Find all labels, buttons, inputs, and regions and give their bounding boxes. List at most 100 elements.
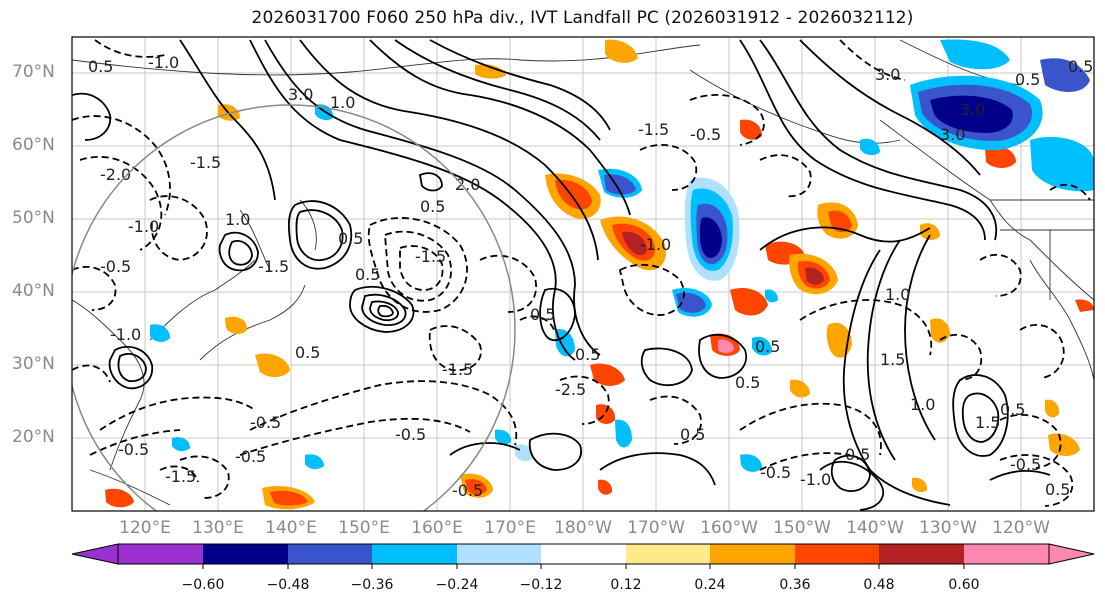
lat-label-50n: 50°N — [12, 208, 55, 228]
contour-label: 3.0 — [875, 65, 900, 84]
colorbar-tick-label: 0.12 — [610, 577, 642, 593]
contour-label: -0.5 — [452, 481, 483, 500]
colorbar-tick-label: −0.36 — [350, 577, 394, 593]
lon-label-150e: 150°E — [338, 518, 390, 538]
lon-label-180w: 180°W — [554, 518, 612, 538]
colorbar-tick-label: −0.12 — [519, 577, 563, 593]
colorbar-tick-label: −0.24 — [435, 577, 479, 593]
contour-label: 0.5 — [355, 265, 380, 284]
contour-label: 0.5 — [1000, 400, 1025, 419]
lon-label-130e: 130°E — [192, 518, 244, 538]
lon-label-160w: 160°W — [700, 518, 758, 538]
contour-label: -1.0 — [148, 53, 179, 72]
map-frame — [71, 36, 1095, 512]
contour-label: 1.0 — [225, 210, 250, 229]
colorbar-bin — [710, 544, 795, 564]
contour-label: 0.5 — [420, 197, 445, 216]
colorbar-tick-label: 0.24 — [694, 577, 726, 593]
contour-label: -1.5 — [415, 247, 446, 266]
colorbar-tick-label: 0.36 — [779, 577, 811, 593]
contour-label: 1.0 — [885, 285, 910, 304]
contour-label: 0.5 — [88, 57, 113, 76]
colorbar-bin — [288, 544, 372, 564]
colorbar-bin — [203, 544, 288, 564]
lon-label-130w: 130°W — [919, 518, 977, 538]
contours-dashed — [72, 39, 1091, 507]
lon-label-160e: 160°E — [411, 518, 463, 538]
contour-label: -0.5 — [250, 413, 281, 432]
contour-label: 3.0 — [960, 100, 985, 119]
contour-label: 1.0 — [910, 395, 935, 414]
colorbar — [71, 543, 1095, 569]
map-title: 2026031700 F060 250 hPa div., IVT Landfa… — [251, 8, 914, 28]
contour-label: -1.0 — [800, 470, 831, 489]
contour-label: 0.5 — [735, 373, 760, 392]
colorbar-bin — [457, 544, 541, 564]
contour-label: -0.5 — [760, 463, 791, 482]
contour-label: -1.5 — [258, 257, 289, 276]
contour-label: 3.0 — [288, 85, 313, 104]
contour-label: -1.5 — [165, 467, 196, 486]
contour-label: 0.5 — [338, 229, 363, 248]
contour-label: 0.5 — [755, 337, 780, 356]
colorbar-bin — [541, 544, 626, 564]
contour-label: 1.5 — [975, 413, 1000, 432]
contour-label: -2.5 — [555, 380, 586, 399]
lon-label-140w: 140°W — [846, 518, 904, 538]
contour-label: 3.0 — [940, 125, 965, 144]
contour-label: 0.5 — [1045, 480, 1070, 499]
map-plot-area: 0.5 -1.0 3.0 1.0 -1.5 -2.0 -1.0 -0.5 1.0… — [72, 37, 1094, 511]
lon-label-170e: 170°E — [484, 518, 536, 538]
lon-label-120w: 120°W — [992, 518, 1050, 538]
contour-label: 1.5 — [880, 350, 905, 369]
contour-label: -0.5 — [690, 125, 721, 144]
contour-label: -1.5 — [442, 360, 473, 379]
colorbar-bin — [626, 544, 710, 564]
colorbar-bin — [795, 544, 879, 564]
lat-label-40n: 40°N — [12, 281, 55, 301]
colorbar-bin — [964, 544, 1049, 564]
colorbar-bin — [879, 544, 964, 564]
contour-label: -0.5 — [100, 257, 131, 276]
lon-label-150w: 150°W — [773, 518, 831, 538]
contour-label: -0.5 — [395, 425, 426, 444]
contour-label: -0.5 — [118, 440, 149, 459]
contour-label: 0.5 — [295, 343, 320, 362]
lon-label-120e: 120°E — [119, 518, 171, 538]
colorbar-tick-label: 0.48 — [863, 577, 895, 593]
contour-label: -1.0 — [640, 235, 671, 254]
contours-solid — [72, 39, 1051, 511]
lat-label-60n: 60°N — [12, 135, 55, 155]
contour-label: 0.5 — [575, 345, 600, 364]
gridlines — [72, 37, 1094, 511]
lat-label-20n: 20°N — [12, 427, 55, 447]
contour-label: 0.5 — [1015, 70, 1040, 89]
contour-label: -1.0 — [110, 325, 141, 344]
colorbar-arrow-left — [71, 543, 119, 565]
divergence-negative — [150, 39, 1094, 472]
contour-label: -1.5 — [638, 120, 669, 139]
contour-label: 0.5 — [1068, 57, 1093, 76]
contour-label: -0.5 — [235, 447, 266, 466]
contour-label: 0.5 — [680, 425, 705, 444]
lon-label-140e: 140°E — [265, 518, 317, 538]
lat-label-30n: 30°N — [12, 354, 55, 374]
contour-label: 2.0 — [455, 175, 480, 194]
lat-label-70n: 70°N — [12, 62, 55, 82]
colorbar-arrow-right — [1048, 543, 1095, 565]
lon-label-170w: 170°W — [627, 518, 685, 538]
contour-label: -1.0 — [128, 217, 159, 236]
colorbar-tick-label: −0.48 — [266, 577, 310, 593]
contour-label: 1.0 — [330, 93, 355, 112]
contour-labels: 0.5 -1.0 3.0 1.0 -1.5 -2.0 -1.0 -0.5 1.0… — [88, 53, 1093, 500]
reference-circle — [72, 104, 516, 511]
colorbar-bin — [118, 544, 203, 564]
contour-label: 0.5 — [530, 305, 555, 324]
colorbar-tick-label: 0.60 — [948, 577, 980, 593]
colorbar-bin — [372, 544, 457, 564]
contour-label: -0.5 — [1010, 455, 1041, 474]
contour-label: -1.5 — [190, 153, 221, 172]
colorbar-frame — [117, 543, 1050, 565]
colorbar-tick-label: −0.60 — [181, 577, 225, 593]
